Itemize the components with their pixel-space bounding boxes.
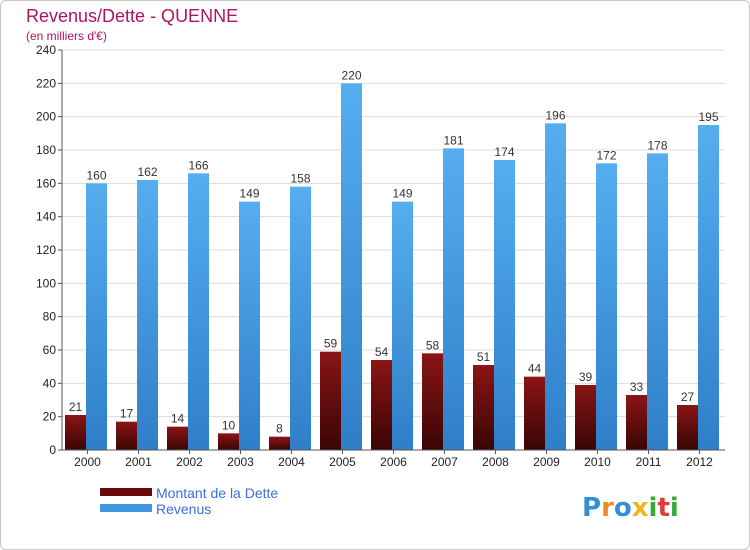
bar-dette — [371, 360, 392, 450]
data-label: 158 — [290, 172, 310, 186]
data-label: 181 — [443, 133, 463, 147]
x-tick-label: 2012 — [686, 455, 713, 469]
x-tick-label: 2008 — [482, 455, 509, 469]
y-tick-label: 240 — [36, 43, 56, 57]
bar-dette — [269, 436, 290, 450]
bar-revenus — [239, 201, 260, 450]
y-tick-label: 200 — [36, 110, 56, 124]
bar-dette — [218, 433, 239, 450]
data-label: 27 — [681, 390, 695, 404]
proxiti-wordmark: Proxiti — [582, 493, 679, 523]
bar-revenus — [647, 153, 668, 451]
brand-letter: o — [614, 493, 632, 523]
data-label: 172 — [596, 148, 616, 162]
bar-dette — [473, 365, 494, 450]
brand-letter: r — [601, 493, 614, 523]
y-tick-label: 140 — [36, 210, 56, 224]
legend-swatch — [100, 504, 152, 512]
data-label: 196 — [545, 108, 565, 122]
data-label: 10 — [222, 418, 236, 432]
x-tick-label: 2000 — [74, 455, 101, 469]
y-tick-label: 80 — [43, 310, 57, 324]
brand-letter: i — [649, 493, 658, 523]
bar-revenus — [596, 163, 617, 451]
data-label: 149 — [392, 187, 412, 201]
data-label: 149 — [239, 187, 259, 201]
brand-letter: P — [582, 493, 601, 523]
bar-revenus — [392, 201, 413, 450]
brand-letter: t — [657, 493, 669, 523]
bar-revenus — [443, 148, 464, 451]
data-label: 8 — [276, 422, 283, 436]
x-tick-label: 2010 — [584, 455, 611, 469]
brand-letter: x — [632, 493, 649, 523]
x-tick-label: 2007 — [431, 455, 458, 469]
data-label: 51 — [477, 350, 491, 364]
x-axis: 2000 2001 2002 2003 2004 2005 2006 2007 2008 2009… — [62, 449, 725, 469]
x-tick-label: 2002 — [176, 455, 203, 469]
bar-revenus — [545, 123, 566, 450]
data-label: 174 — [494, 145, 514, 159]
data-label: 17 — [120, 407, 134, 421]
data-label: 59 — [324, 337, 338, 351]
data-label: 178 — [647, 138, 667, 152]
bars: 21 160 17 162 14 166 10 149 8 158 59 220 54 149 58 181 5… — [65, 68, 719, 451]
data-label: 160 — [86, 168, 106, 182]
y-tick-label: 0 — [49, 443, 56, 457]
bar-dette — [65, 415, 86, 450]
data-label: 14 — [171, 412, 185, 426]
bar-dette — [167, 426, 188, 450]
legend-label: Revenus — [156, 501, 211, 517]
brand-letter: i — [670, 493, 679, 523]
x-tick-label: 2009 — [533, 455, 560, 469]
y-tick-label: 180 — [36, 143, 56, 157]
bar-revenus — [137, 180, 158, 450]
legend-label: Montant de la Dette — [156, 485, 278, 501]
bar-revenus — [698, 125, 719, 450]
data-label: 195 — [698, 110, 718, 124]
bar-revenus — [494, 160, 515, 450]
bar-dette — [116, 421, 137, 450]
bar-revenus — [290, 186, 311, 450]
bar-dette — [422, 353, 443, 450]
data-label: 162 — [137, 165, 157, 179]
x-tick-label: 2004 — [278, 455, 305, 469]
y-tick-label: 220 — [36, 76, 56, 90]
data-label: 21 — [69, 400, 83, 414]
y-tick-label: 120 — [36, 243, 56, 257]
proxiti-logo: Proxiti — [582, 493, 679, 523]
bar-revenus — [341, 83, 362, 450]
y-tick-label: 40 — [43, 376, 57, 390]
chart-subtitle: (en milliers d'€) — [26, 29, 107, 43]
x-tick-label: 2001 — [125, 455, 152, 469]
y-tick-label: 60 — [43, 343, 57, 357]
x-tick-label: 2003 — [227, 455, 254, 469]
y-tick-label: 20 — [43, 410, 57, 424]
x-tick-label: 2006 — [380, 455, 407, 469]
bar-revenus — [86, 183, 107, 451]
chart-title: Revenus/Dette - QUENNE — [26, 6, 238, 26]
bar-dette — [575, 385, 596, 450]
bar-dette — [320, 351, 341, 450]
data-label: 58 — [426, 338, 440, 352]
legend-swatch — [100, 488, 152, 496]
bar-dette — [677, 405, 698, 450]
data-label: 166 — [188, 158, 208, 172]
y-axis: 0 20 40 60 80 100 120 140 160 180 200 220 240 — [36, 43, 63, 457]
data-label: 54 — [375, 345, 389, 359]
data-label: 39 — [579, 370, 593, 384]
data-label: 220 — [341, 68, 361, 82]
y-tick-label: 160 — [36, 176, 56, 190]
data-label: 33 — [630, 380, 644, 394]
x-tick-label: 2011 — [636, 455, 662, 469]
x-tick-label: 2005 — [329, 455, 356, 469]
bar-dette — [524, 376, 545, 450]
y-tick-label: 100 — [36, 276, 56, 290]
bar-revenus — [188, 173, 209, 451]
bar-dette — [626, 395, 647, 450]
data-label: 44 — [528, 362, 542, 376]
